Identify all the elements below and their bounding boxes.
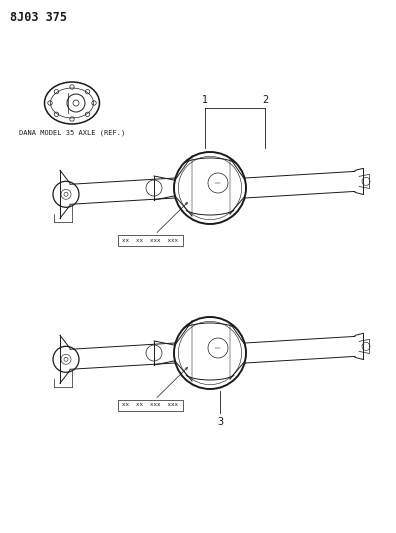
Text: xx  xx  xxx  xxx: xx xx xxx xxx bbox=[122, 238, 178, 243]
Text: xx  xx  xxx  xxx: xx xx xxx xxx bbox=[122, 402, 178, 408]
Text: 1: 1 bbox=[202, 95, 208, 105]
Text: DANA MODEL 35 AXLE (REF.): DANA MODEL 35 AXLE (REF.) bbox=[19, 129, 125, 135]
Text: 3: 3 bbox=[217, 417, 223, 427]
Text: 8J03 375: 8J03 375 bbox=[10, 11, 67, 24]
Text: 2: 2 bbox=[262, 95, 268, 105]
